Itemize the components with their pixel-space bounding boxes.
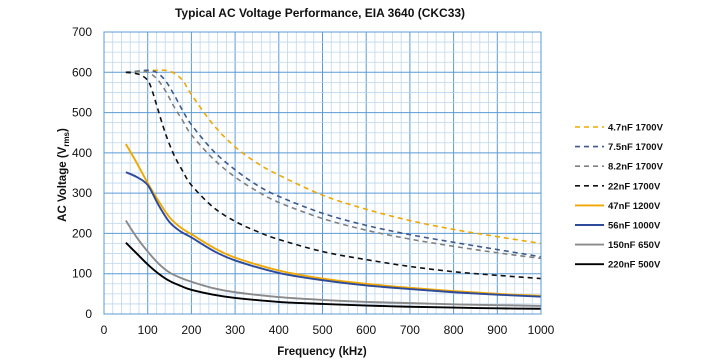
legend-label-0: 4.7nF 1700V (608, 123, 664, 134)
x-tick-label: 800 (444, 323, 464, 337)
series-line-5 (125, 171, 542, 298)
y-tick-label: 700 (72, 25, 92, 39)
legend: 4.7nF 1700V 7.5nF 1700V 8.2nF 1700V 22nF 17… (575, 123, 664, 271)
y-tick-label: 600 (72, 65, 92, 79)
y-tick-label: 100 (72, 267, 92, 281)
legend-label-6: 150nF 650V (608, 240, 661, 251)
legend-label-5: 56nF 1000V (608, 221, 661, 232)
x-tick-label: 1000 (528, 323, 555, 337)
legend-label-1: 7.5nF 1700V (608, 142, 664, 153)
series-line-4 (125, 143, 542, 297)
y-tick-label: 400 (72, 146, 92, 160)
x-tick-label: 600 (356, 323, 376, 337)
series-line-7 (125, 242, 542, 310)
grid-lines (103, 31, 542, 315)
x-tick-label: 100 (138, 323, 158, 337)
y-axis-ticks: 0 100 200 300 400 500 600 700 (72, 25, 92, 321)
x-tick-label: 200 (181, 323, 201, 337)
series-line-0 (125, 69, 542, 245)
x-axis-ticks: 0 100 200 300 400 500 600 700 800 900 1000 (101, 323, 555, 337)
legend-label-7: 220nF 500V (608, 260, 661, 271)
y-tick-label: 500 (72, 106, 92, 120)
y-tick-label: 0 (85, 307, 92, 321)
y-tick-label: 200 (72, 226, 92, 240)
chart-title: Typical AC Voltage Performance, EIA 3640… (175, 6, 465, 20)
plot-border (103, 31, 542, 315)
x-tick-label: 900 (487, 323, 507, 337)
x-tick-label: 700 (400, 323, 420, 337)
x-tick-label: 300 (225, 323, 245, 337)
series-line-2 (125, 70, 542, 260)
series-line-1 (125, 69, 542, 258)
legend-label-3: 22nF 1700V (608, 181, 661, 192)
x-tick-label: 500 (312, 323, 332, 337)
series-layer (125, 69, 542, 310)
plot-area (103, 31, 542, 315)
y-axis-title: AC Voltage (Vrms) (57, 128, 71, 222)
x-tick-label: 400 (269, 323, 289, 337)
y-tick-label: 300 (72, 186, 92, 200)
legend-label-2: 8.2nF 1700V (608, 162, 664, 173)
legend-label-4: 47nF 1200V (608, 201, 661, 212)
x-axis-title: Frequency (kHz) (277, 346, 367, 358)
series-line-6 (125, 220, 542, 307)
x-tick-label: 0 (101, 323, 108, 337)
